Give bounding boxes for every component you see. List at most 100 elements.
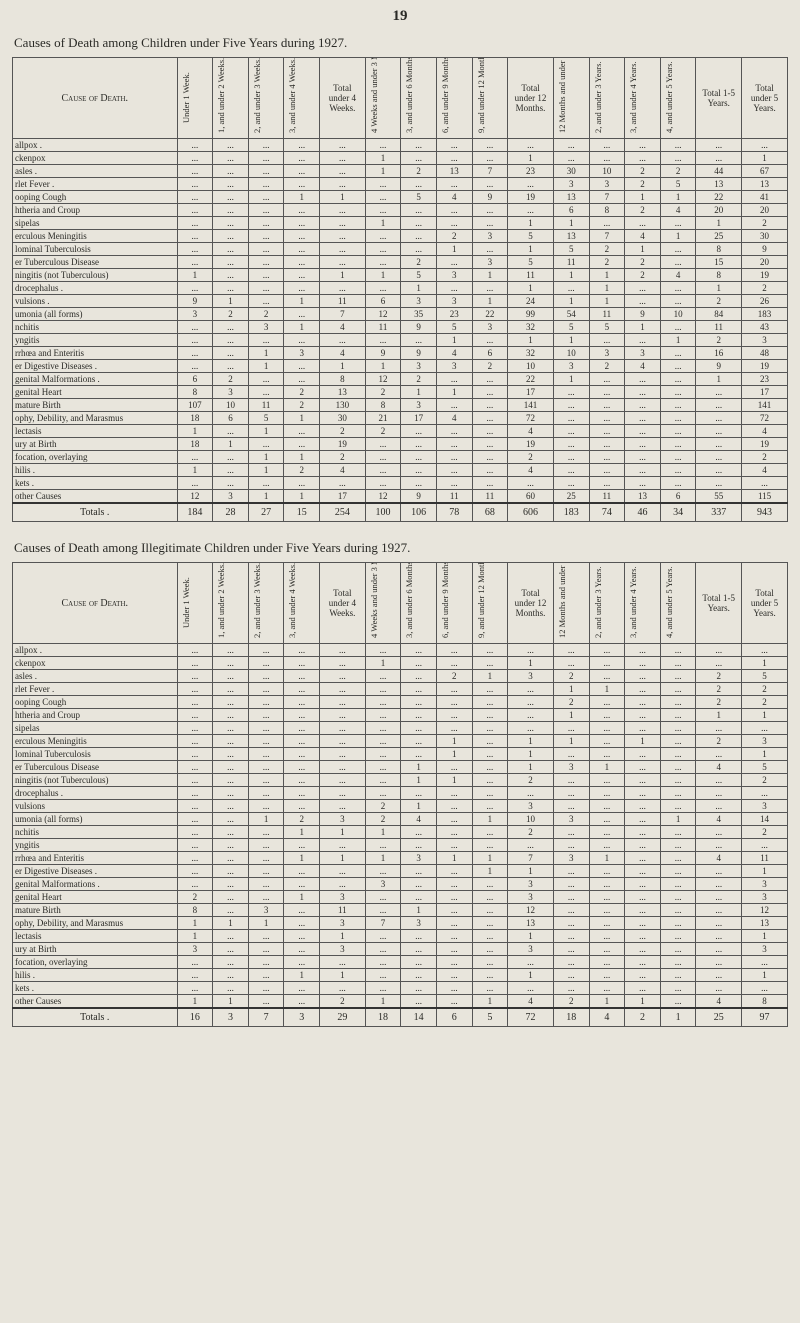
value-cell: 3 (365, 878, 401, 891)
totals-cell: 184 (177, 503, 213, 522)
cause-cell: vulsions . (13, 295, 178, 308)
value-cell: 13 (553, 230, 589, 243)
value-cell: ... (553, 412, 589, 425)
value-cell: ... (213, 230, 249, 243)
totals-cell: 25 (696, 1008, 742, 1027)
value-cell: 13 (436, 165, 472, 178)
value-cell: 1 (553, 735, 589, 748)
value-cell: ... (320, 982, 366, 995)
table-row: yngitis.....................1...11......… (13, 334, 788, 347)
table-row: kets ...................................… (13, 477, 788, 490)
value-cell: ... (508, 709, 554, 722)
value-cell: ... (248, 956, 284, 969)
value-cell: 7 (589, 230, 625, 243)
value-cell: ... (436, 943, 472, 956)
value-cell: ... (365, 477, 401, 490)
value-cell: 1 (472, 295, 508, 308)
totals-row: Totals .18428271525410010678686061837446… (13, 503, 788, 522)
value-cell: ... (320, 800, 366, 813)
cause-cell: genital Malformations . (13, 878, 178, 891)
value-cell: ... (248, 800, 284, 813)
value-cell: 72 (508, 412, 554, 425)
value-cell: ... (436, 282, 472, 295)
value-cell: ... (436, 477, 472, 490)
value-cell: ... (625, 826, 661, 839)
value-cell: ... (213, 464, 249, 477)
value-cell: ... (553, 982, 589, 995)
value-cell: ... (284, 657, 320, 670)
col-h9: 12 Months and under 2 Years. (553, 563, 589, 644)
value-cell: 1 (660, 334, 696, 347)
totals-cell: 16 (177, 1008, 213, 1027)
value-cell: ... (401, 139, 437, 152)
value-cell: ... (177, 334, 213, 347)
table-row: ooping Cough.........11...54919137112241 (13, 191, 788, 204)
value-cell: ... (472, 982, 508, 995)
value-cell: 1 (284, 412, 320, 425)
value-cell: 5 (401, 269, 437, 282)
value-cell: ... (589, 152, 625, 165)
value-cell: ... (401, 204, 437, 217)
table-row: sipelas...............1.........11......… (13, 217, 788, 230)
value-cell: ... (472, 425, 508, 438)
value-cell: ... (436, 217, 472, 230)
value-cell: ... (436, 917, 472, 930)
cause-cell: drocephalus . (13, 787, 178, 800)
value-cell: 4 (696, 813, 742, 826)
value-cell: ... (401, 943, 437, 956)
value-cell: 1 (248, 451, 284, 464)
value-cell: ... (436, 178, 472, 191)
value-cell: ... (508, 787, 554, 800)
value-cell: ... (553, 865, 589, 878)
value-cell: ... (213, 839, 249, 852)
col-tot12m: Total under 12 Months. (508, 563, 554, 644)
value-cell: ... (365, 464, 401, 477)
value-cell: 1 (365, 269, 401, 282)
value-cell: ... (401, 878, 437, 891)
value-cell: 1 (589, 683, 625, 696)
value-cell: ... (213, 657, 249, 670)
value-cell: 4 (660, 204, 696, 217)
value-cell: ... (284, 204, 320, 217)
value-cell: 13 (508, 917, 554, 930)
value-cell: 2 (696, 670, 742, 683)
value-cell: 12 (365, 490, 401, 504)
value-cell: ... (508, 696, 554, 709)
value-cell: 9 (401, 321, 437, 334)
value-cell: 1 (320, 930, 366, 943)
cause-cell: yngitis (13, 334, 178, 347)
value-cell: ... (365, 709, 401, 722)
value-cell: ... (436, 373, 472, 386)
value-cell: ... (320, 282, 366, 295)
table-row: mature Birth1071011213083......141......… (13, 399, 788, 412)
table-row: vulsions...............21......3........… (13, 800, 788, 813)
value-cell: ... (660, 878, 696, 891)
value-cell: ... (742, 139, 788, 152)
value-cell: 1 (589, 295, 625, 308)
value-cell: 1 (553, 709, 589, 722)
value-cell: 35 (401, 308, 437, 321)
value-cell: 20 (742, 204, 788, 217)
value-cell: 21 (365, 412, 401, 425)
value-cell: 2 (625, 165, 661, 178)
value-cell: ... (472, 204, 508, 217)
value-cell: ... (553, 826, 589, 839)
value-cell: ... (401, 748, 437, 761)
value-cell: ... (589, 943, 625, 956)
value-cell: 5 (553, 321, 589, 334)
value-cell: ... (660, 451, 696, 464)
value-cell: 14 (742, 813, 788, 826)
value-cell: ... (213, 748, 249, 761)
value-cell: 1 (508, 217, 554, 230)
value-cell: ... (436, 256, 472, 269)
value-cell: ... (177, 709, 213, 722)
value-cell: 2 (436, 230, 472, 243)
value-cell: 1 (553, 334, 589, 347)
value-cell: 1 (508, 735, 554, 748)
value-cell: 1 (553, 295, 589, 308)
value-cell: 2 (401, 256, 437, 269)
value-cell: ... (660, 477, 696, 490)
col-h10: 2, and under 3 Years. (589, 58, 625, 139)
value-cell: 4 (742, 464, 788, 477)
value-cell: ... (213, 800, 249, 813)
